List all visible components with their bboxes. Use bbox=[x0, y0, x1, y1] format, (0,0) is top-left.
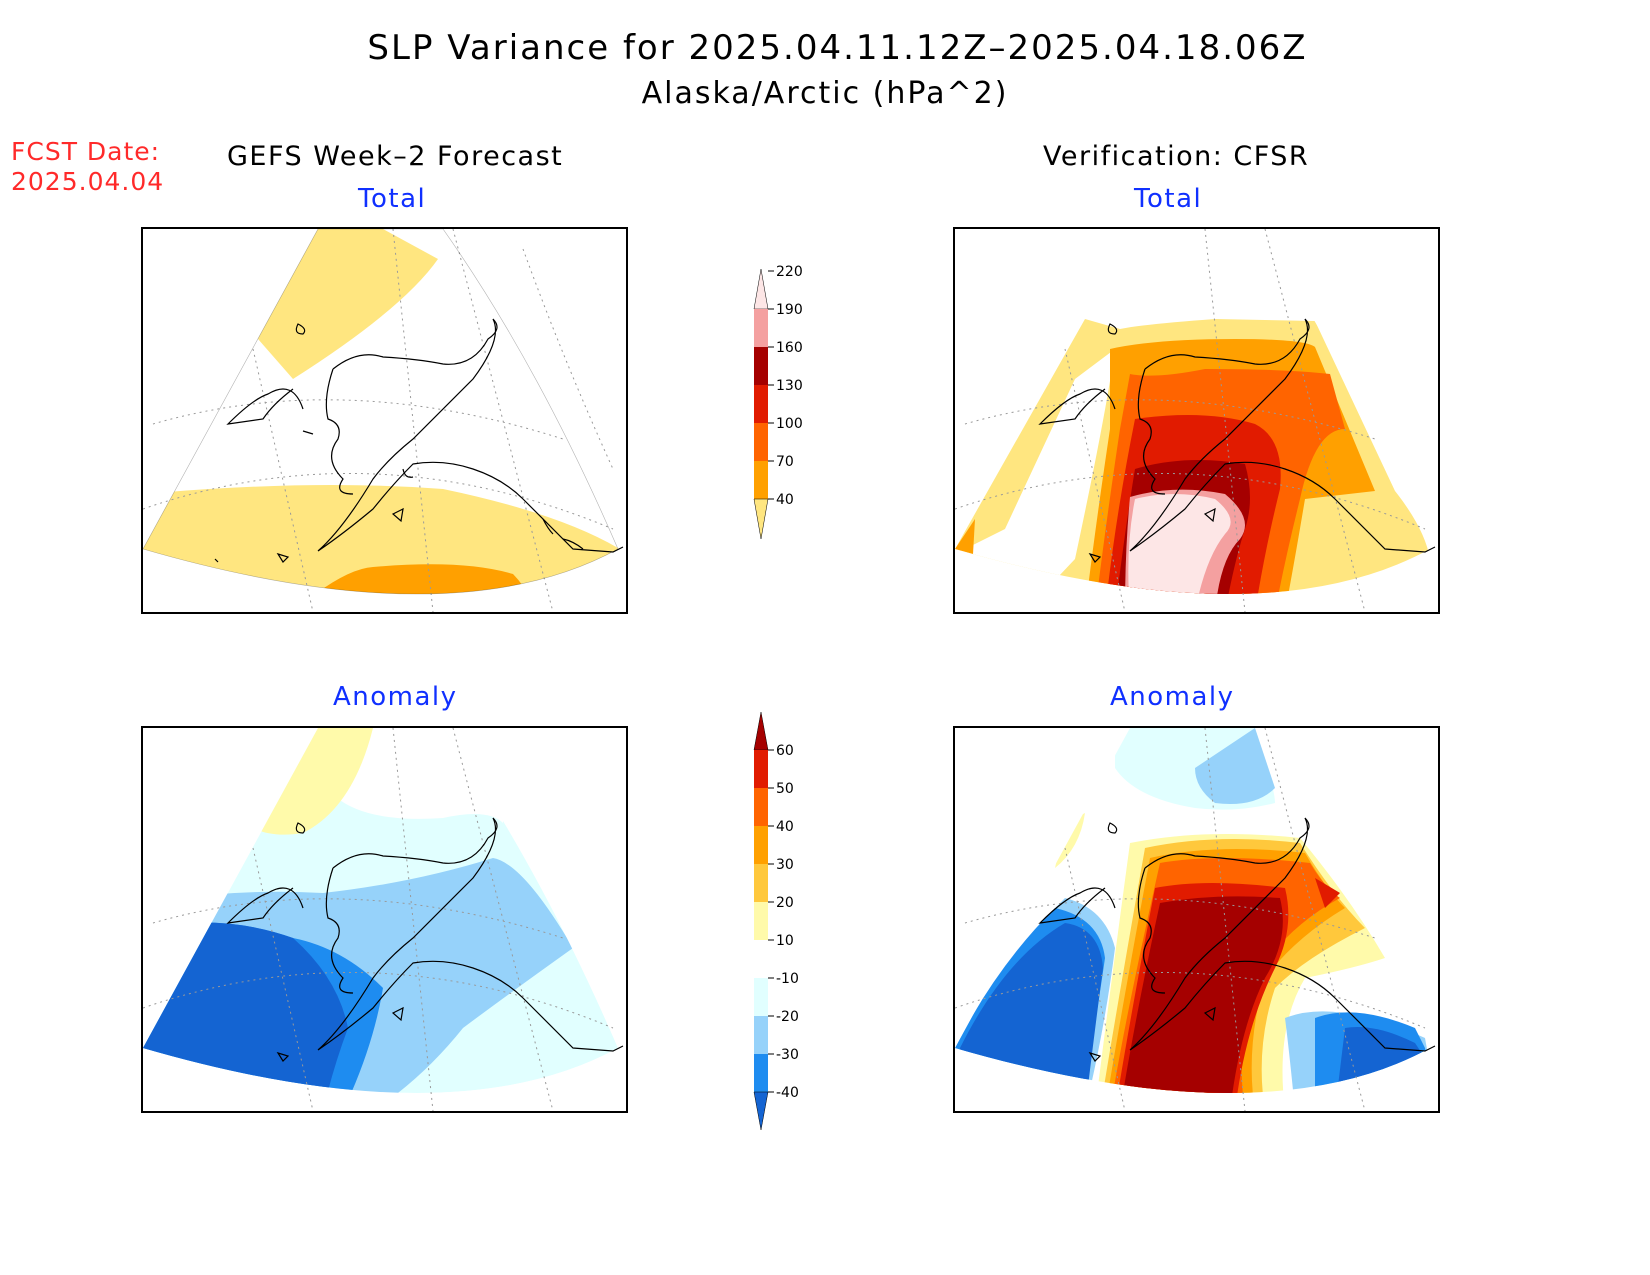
colorbar-total-segment bbox=[754, 309, 768, 347]
colorbar-anomaly-segment bbox=[754, 978, 768, 1016]
map-verification-total bbox=[953, 227, 1440, 614]
colorbar-total-segment bbox=[754, 423, 768, 461]
chart-subtitle: Alaska/Arctic (hPa^2) bbox=[641, 76, 1009, 111]
colorbar-anomaly-segment bbox=[754, 940, 768, 978]
colorbar-total-segment bbox=[754, 385, 768, 423]
colorbar-anomaly-tick-label: 30 bbox=[776, 857, 794, 873]
colorbar-total-tick-label: 190 bbox=[776, 302, 803, 318]
colorbar-anomaly-tick-label: 50 bbox=[776, 781, 794, 797]
colorbar-anomaly-tick-label: 40 bbox=[776, 819, 794, 835]
colorbar-anomaly-tick-label: -30 bbox=[776, 1047, 799, 1063]
colorbar-total-tick-label: 100 bbox=[776, 416, 803, 432]
colorbar-anomaly-tick-label: 10 bbox=[776, 933, 794, 949]
colorbar-total: 40 70 100 130 160 190 220 bbox=[753, 265, 803, 540]
map-forecast-total bbox=[141, 227, 628, 614]
map-forecast-anomaly bbox=[141, 726, 628, 1113]
colorbar-total-segment bbox=[754, 347, 768, 385]
colorbar-anomaly: -40 -30 -20 -10 10 20 30 40 50 60 bbox=[753, 711, 799, 1131]
colorbar-total-segment-top bbox=[753, 268, 769, 310]
colorbar-anomaly-segment bbox=[754, 902, 768, 940]
colorbar-anomaly-segment bbox=[754, 1016, 768, 1054]
colorbar-total-tick-label: 130 bbox=[776, 378, 803, 394]
colorbar-anomaly-segment bbox=[754, 750, 768, 788]
colorbar-anomaly-tick-label: -10 bbox=[776, 971, 799, 987]
colorbar-total-tick-label: 70 bbox=[776, 454, 794, 470]
panel-title-verification-total: Total bbox=[1134, 184, 1203, 214]
colorbar-anomaly-segment bbox=[754, 864, 768, 902]
colorbar-anomaly-tick-label: 20 bbox=[776, 895, 794, 911]
panel-title-verification-anomaly: Anomaly bbox=[1110, 682, 1235, 712]
forecast-date-label: FCST Date: bbox=[11, 137, 161, 166]
panel-title-forecast-anomaly: Anomaly bbox=[333, 682, 458, 712]
colorbar-anomaly-tick-label: 60 bbox=[776, 743, 794, 759]
colorbar-anomaly-tick-label: -40 bbox=[776, 1085, 799, 1101]
colorbar-total-tick-label: 160 bbox=[776, 340, 803, 356]
colorbar-total-tick-label: 220 bbox=[776, 265, 803, 280]
colorbar-anomaly-segment-bottom bbox=[753, 1091, 769, 1131]
colorbar-anomaly-segment-top bbox=[753, 711, 769, 751]
colorbar-anomaly-segment bbox=[754, 1054, 768, 1092]
colorbar-anomaly-segment bbox=[754, 788, 768, 826]
map-verification-anomaly bbox=[953, 726, 1440, 1113]
forecast-date-value: 2025.04.04 bbox=[11, 167, 165, 196]
colorbar-total-segment bbox=[754, 461, 768, 499]
colorbar-total-tick-label: 40 bbox=[776, 492, 794, 508]
colorbar-anomaly-segment bbox=[754, 826, 768, 864]
column-heading-forecast: GEFS Week–2 Forecast bbox=[227, 141, 564, 172]
panel-title-forecast-total: Total bbox=[358, 184, 427, 214]
chart-title: SLP Variance for 2025.04.11.12Z–2025.04.… bbox=[367, 28, 1308, 68]
colorbar-total-segment-bottom bbox=[753, 498, 769, 540]
column-heading-verification: Verification: CFSR bbox=[1043, 141, 1310, 172]
colorbar-anomaly-tick-label: -20 bbox=[776, 1009, 799, 1025]
forecast-date-block: FCST Date: 2025.04.04 bbox=[11, 137, 164, 197]
